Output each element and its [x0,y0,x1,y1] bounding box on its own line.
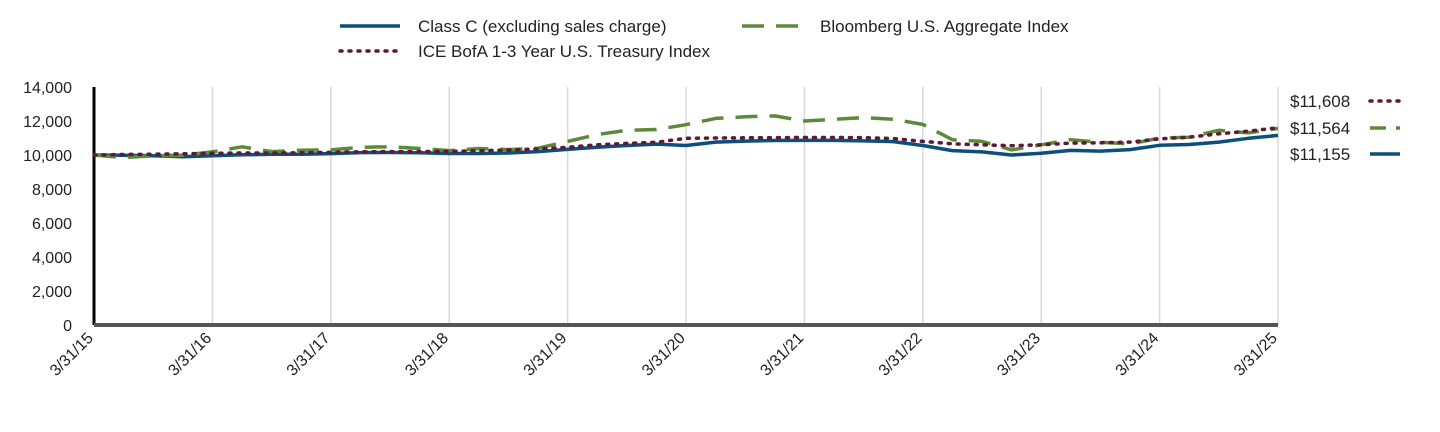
y-tick-label: 8,000 [32,182,72,199]
x-tick-label: 3/31/19 [521,330,571,380]
x-tick-label: 3/31/18 [402,330,452,380]
grid [211,87,1279,325]
series-lines [92,114,1280,160]
legend-label-1: Bloomberg U.S. Aggregate Index [820,17,1069,36]
y-tick-label: 14,000 [23,80,72,97]
legend: Class C (excluding sales charge) Bloomber… [338,17,1069,61]
x-tick-label: 3/31/15 [47,330,97,380]
series-line-1 [93,114,1279,160]
x-tick-label: 3/31/24 [1113,330,1163,380]
series-line-2 [92,125,1280,157]
legend-label-2: ICE BofA 1-3 Year U.S. Treasury Index [418,42,710,61]
end-value-labels: $11,608 $11,564 $11,155 [1290,92,1402,164]
x-tick-label: 3/31/22 [876,330,926,380]
y-tick-label: 2,000 [32,284,72,301]
end-value-label-2: $11,608 [1290,92,1350,111]
legend-label-0: Class C (excluding sales charge) [418,17,667,36]
end-value-label-0: $11,155 [1290,145,1350,164]
y-tick-label: 4,000 [32,250,72,267]
x-tick-label: 3/31/25 [1231,330,1281,380]
y-tick-label: 12,000 [23,114,72,131]
x-tick-label: 3/31/20 [639,330,689,380]
x-tick-label: 3/31/16 [165,330,215,380]
y-tick-label: 0 [63,318,72,335]
y-tick-label: 6,000 [32,216,72,233]
end-value-label-1: $11,564 [1290,119,1350,138]
y-tick-label: 10,000 [23,148,72,165]
x-tick-label: 3/31/23 [994,330,1044,380]
x-tick-label: 3/31/17 [284,330,334,380]
x-tick-label: 3/31/21 [757,330,807,380]
